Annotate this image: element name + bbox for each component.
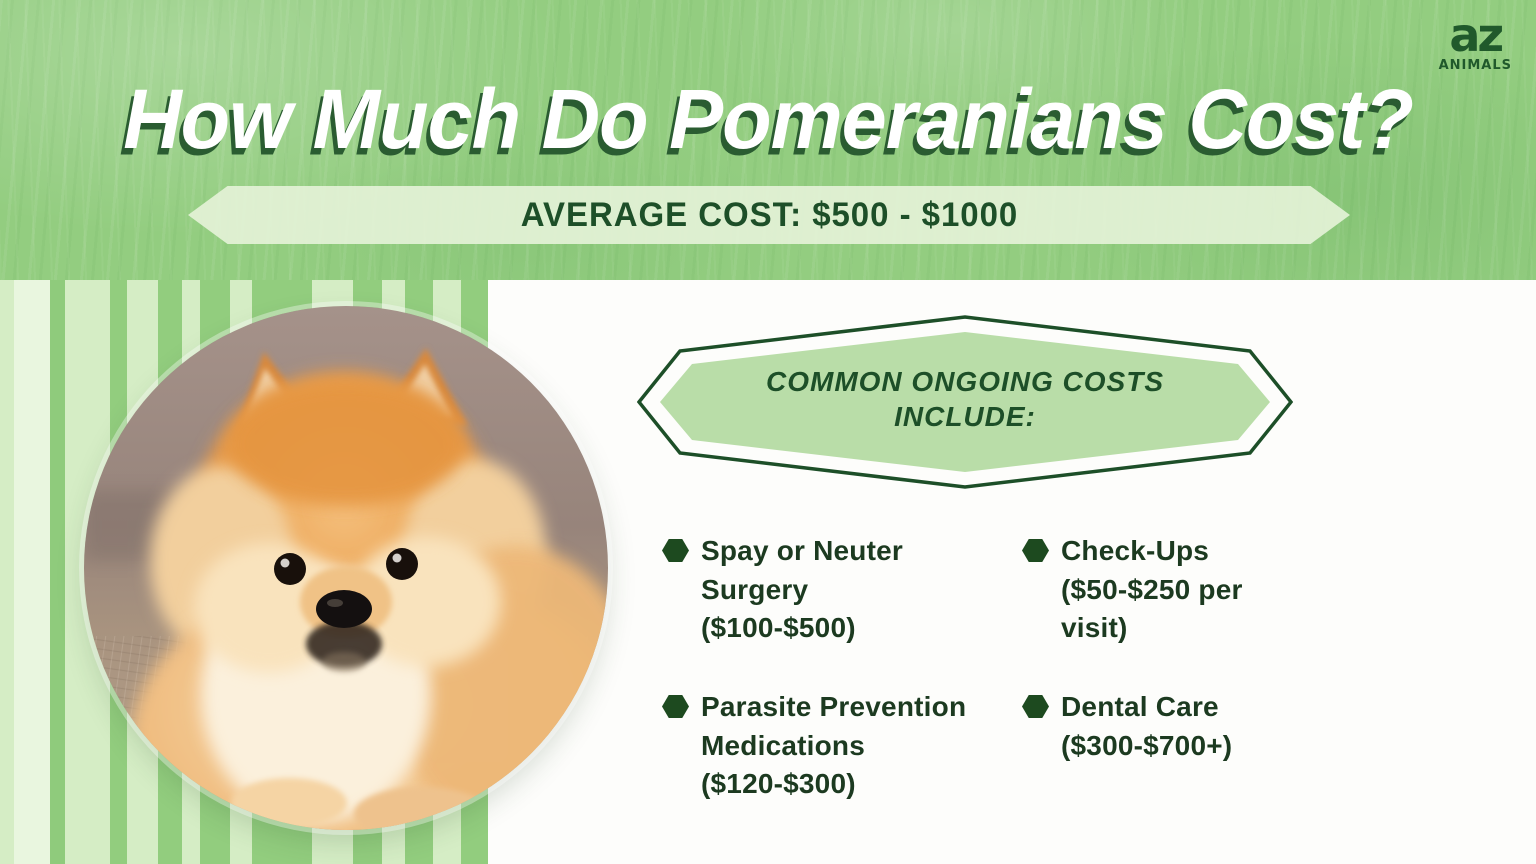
dog-left-paw (231, 778, 347, 828)
dog-left-eye (274, 553, 306, 585)
cost-item-label: Dental Care ($300-$700+) (1061, 691, 1233, 761)
costs-box-border (637, 315, 1293, 489)
cost-item-checkups: Check-Ups ($50-$250 per visit) (1022, 532, 1352, 648)
dog-right-eye-glint (392, 553, 402, 563)
cost-item-label: Spay or Neuter Surgery ($100-$500) (701, 535, 903, 644)
hexagon-bullet-icon (662, 695, 689, 718)
hexagon-bullet-icon (1022, 695, 1049, 718)
costs-box-fill (660, 332, 1270, 472)
average-cost-label: AVERAGE COST: $500 - $1000 (520, 195, 1018, 234)
cost-item-spay-neuter: Spay or Neuter Surgery ($100-$500) (662, 532, 992, 648)
dog-mouth-shading (306, 621, 382, 667)
costs-box: COMMON ONGOING COSTS INCLUDE: (637, 314, 1293, 490)
dog-right-eye (386, 548, 418, 580)
average-cost-ribbon: AVERAGE COST: $500 - $1000 (188, 186, 1350, 244)
dog-nose-highlight (327, 599, 343, 607)
page-title: How Much Do Pomeranians Cost? (123, 73, 1414, 167)
cost-item-parasite-prevention: Parasite Prevention Medications ($120-$3… (662, 688, 1022, 804)
hexagon-bullet-icon (1022, 539, 1049, 562)
logo-az-text: az (1449, 8, 1504, 62)
cost-item-dental-care: Dental Care ($300-$700+) (1022, 688, 1362, 765)
costs-box-title: COMMON ONGOING COSTS INCLUDE: (766, 366, 1164, 432)
cost-item-label: Check-Ups ($50-$250 per visit) (1061, 535, 1243, 644)
dog-nose (316, 590, 372, 628)
dog-forehead (228, 382, 464, 506)
costs-box-shape (637, 315, 1293, 489)
cost-item-label: Parasite Prevention Medications ($120-$3… (701, 691, 967, 800)
dog-left-eye-glint (280, 558, 290, 568)
az-animals-logo: az ANIMALS (1439, 12, 1512, 72)
header-section: az ANIMALS How Much Do Pomeranians Cost?… (0, 0, 1536, 280)
pomeranian-illustration (84, 306, 608, 830)
logo-animals-text: ANIMALS (1438, 58, 1512, 73)
hexagon-bullet-icon (662, 539, 689, 562)
content-section: COMMON ONGOING COSTS INCLUDE: Spay or Ne… (0, 280, 1536, 864)
dog-chin (322, 652, 366, 672)
pomeranian-photo (84, 306, 608, 830)
